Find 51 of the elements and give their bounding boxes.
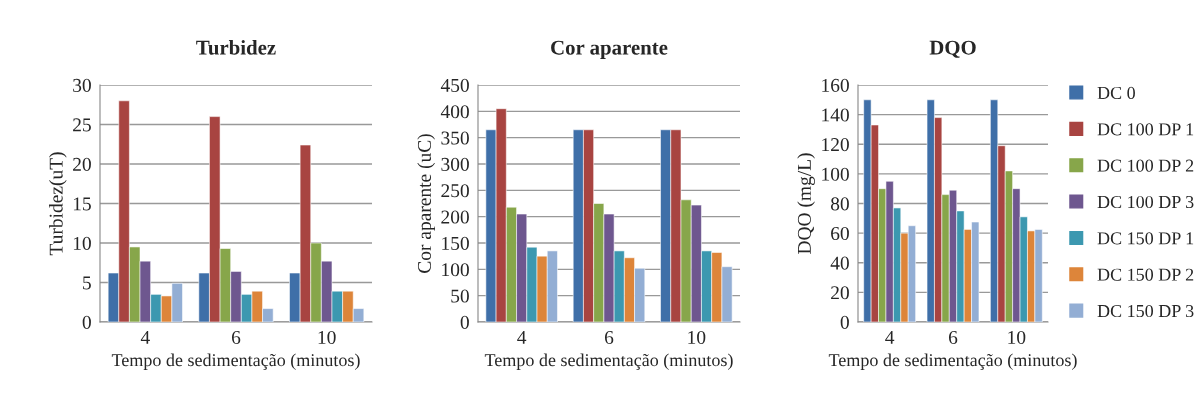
y-tick-label: 300 [441, 157, 469, 171]
y-tick-label: 20 [831, 286, 849, 300]
y-tick-label: 60 [831, 226, 849, 241]
legend-label: DC 100 DP 2 [1097, 159, 1194, 172]
y-tick-label: 120 [822, 138, 849, 152]
y-tick-label: 200 [441, 210, 469, 224]
y-tick-label: 0 [460, 315, 469, 329]
y-axis-title: Cor aparente (uC) [417, 134, 435, 273]
x-tick-label: 10 [318, 330, 336, 345]
chart-title: Turbidez [196, 39, 276, 55]
y-tick-label: 0 [840, 315, 849, 329]
y-tick-label: 40 [830, 256, 849, 270]
y-tick-label: 30 [73, 78, 91, 92]
x-tick-label: 6 [604, 330, 614, 345]
x-tick-label: 4 [885, 331, 895, 344]
y-tick-label: 350 [441, 131, 469, 145]
y-tick-label: 5 [83, 276, 91, 290]
y-tick-label: 50 [451, 289, 469, 303]
y-tick-label: 80 [830, 197, 849, 211]
legend-label: DC 150 DP 1 [1097, 232, 1194, 245]
y-tick-label: 100 [442, 263, 469, 277]
x-tick-label: 4 [517, 331, 527, 344]
chart-title: Cor aparente [551, 40, 668, 59]
x-axis-title: Tempo de sedimentação (minutos) [828, 353, 1077, 370]
y-axis-title: DQO (mg/L) [797, 153, 815, 254]
x-axis-title: Tempo de sedimentação (minutos) [111, 353, 360, 370]
y-tick-label: 0 [82, 315, 91, 329]
x-tick-label: 10 [688, 330, 706, 345]
y-tick-label: 250 [441, 184, 469, 198]
x-axis-title: Tempo de sedimentação (minutos) [484, 353, 733, 370]
y-axis-title: Turbidez(uT) [49, 152, 67, 256]
legend-label: DC 100 DP 3 [1097, 195, 1194, 209]
legend-label: DC 0 [1097, 86, 1135, 100]
y-tick-label: 10 [73, 236, 91, 250]
y-tick-label: 20 [73, 157, 91, 171]
legend-label: DC 150 DP 3 [1097, 304, 1194, 318]
x-tick-label: 10 [1008, 330, 1026, 345]
x-tick-label: 6 [948, 330, 958, 345]
y-tick-label: 140 [822, 108, 849, 122]
y-tick-label: 15 [73, 197, 91, 211]
y-tick-label: 400 [440, 105, 469, 119]
legend-label: DC 100 DP 1 [1097, 123, 1194, 136]
y-tick-label: 100 [822, 167, 849, 181]
y-tick-label: 160 [822, 78, 849, 92]
x-tick-label: 4 [140, 331, 150, 344]
y-tick-label: 450 [440, 78, 469, 92]
y-tick-label: 25 [73, 118, 91, 132]
legend-label: DC 150 DP 2 [1097, 268, 1194, 281]
y-tick-label: 150 [442, 236, 469, 250]
chart-title: DQO [929, 40, 976, 58]
x-tick-label: 6 [231, 330, 241, 345]
